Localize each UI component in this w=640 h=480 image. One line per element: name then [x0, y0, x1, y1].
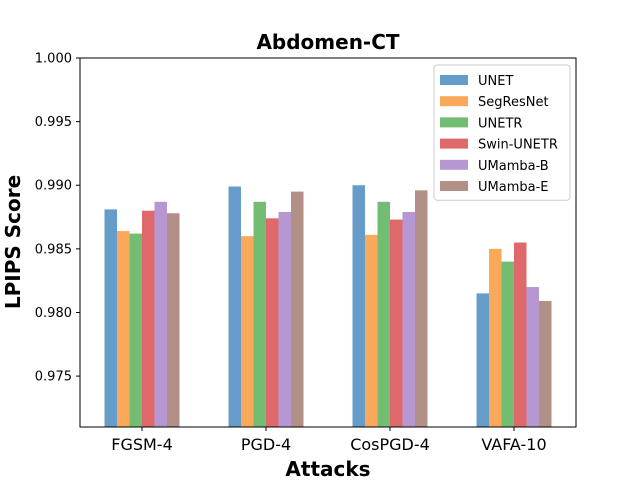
bar — [167, 213, 180, 427]
bar — [104, 209, 117, 427]
legend: UNET SegResNet UNETR Swin-UNETR UMamba-B UMam… — [433, 64, 571, 201]
bar — [415, 190, 428, 427]
y-tick-label: 0.995 — [35, 115, 72, 130]
bar — [241, 236, 254, 427]
x-axis-label: Attacks — [285, 457, 370, 480]
bar — [352, 185, 365, 427]
axes-layer: 0.975 0.980 0.985 0.990 0.995 1.000 FGSM-4 PGD-… — [35, 52, 577, 454]
legend-label: UMamba-E — [478, 180, 548, 195]
bar — [154, 201, 167, 427]
x-tick-label: CosPGD-4 — [350, 435, 430, 454]
legend-label: UMamba-B — [478, 159, 549, 174]
bar — [539, 301, 552, 427]
bar — [117, 231, 130, 427]
y-tick-label: 0.985 — [35, 242, 72, 257]
bar — [253, 201, 266, 427]
legend-swatch — [440, 75, 468, 85]
bar — [278, 211, 291, 427]
bar — [365, 234, 378, 427]
legend-label: UNET — [478, 74, 513, 89]
bar — [476, 293, 489, 427]
y-tick-label: 0.990 — [35, 179, 72, 194]
legend-label: UNETR — [478, 116, 522, 131]
x-tick-label: VAFA-10 — [481, 435, 546, 454]
bar — [489, 248, 502, 427]
chart-title: Abdomen-CT — [256, 30, 399, 54]
y-tick-label: 0.980 — [35, 306, 72, 321]
bar — [291, 191, 304, 427]
bar — [390, 219, 403, 427]
x-tick-label: PGD-4 — [241, 435, 291, 454]
bar — [228, 186, 241, 427]
legend-label: Swin-UNETR — [478, 138, 558, 153]
bar — [129, 233, 142, 427]
y-tick-label: 0.975 — [35, 370, 72, 385]
legend-label: SegResNet — [478, 95, 549, 110]
legend-swatch — [440, 159, 468, 170]
legend-swatch — [440, 96, 468, 107]
bar — [501, 261, 514, 427]
legend-swatch — [440, 181, 468, 191]
bar — [266, 218, 279, 427]
x-tick-label: FGSM-4 — [111, 435, 173, 454]
legend-swatch — [440, 138, 468, 149]
bar — [142, 210, 155, 427]
bar — [402, 211, 415, 427]
bar — [377, 201, 390, 427]
bar — [526, 287, 539, 427]
bars-layer — [104, 185, 552, 427]
y-tick-label: 1.000 — [35, 52, 72, 67]
y-axis-label: LPIPS Score — [1, 175, 25, 309]
plot-frame — [79, 57, 577, 428]
legend-swatch — [440, 117, 468, 128]
bar — [514, 242, 527, 427]
